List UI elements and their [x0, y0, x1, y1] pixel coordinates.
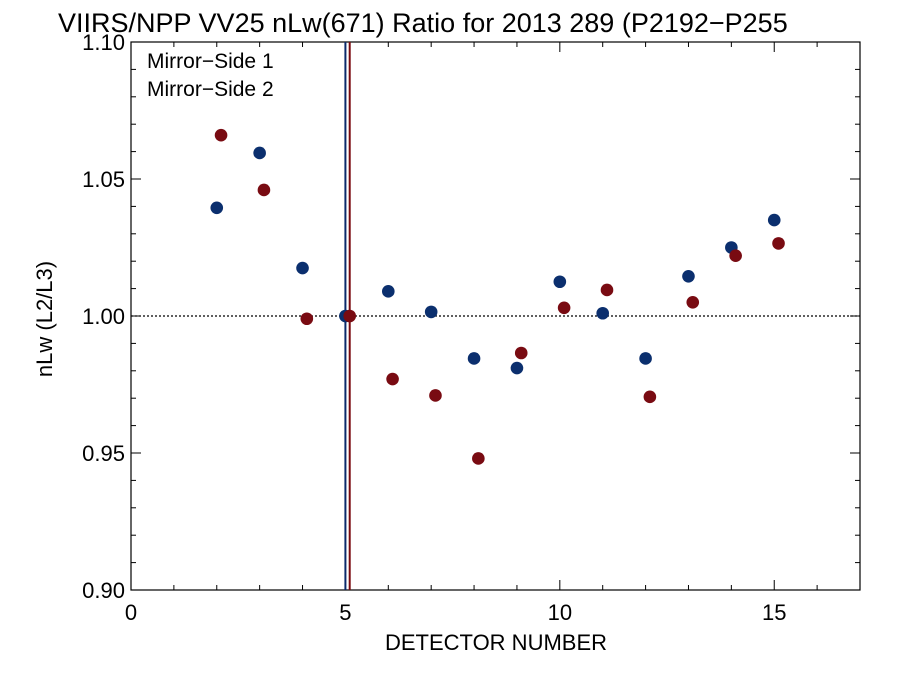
data-point-series-2 — [729, 249, 742, 263]
legend-label-mirror-side-2: Mirror−Side 2 — [147, 78, 274, 101]
x-tick-label: 0 — [125, 600, 137, 625]
data-point-series-2 — [600, 283, 614, 297]
data-point-series-1 — [510, 361, 524, 375]
y-tick-label: 1.10 — [82, 30, 125, 55]
x-tick-label: 5 — [339, 600, 351, 625]
x-axis-label: DETECTOR NUMBER — [385, 630, 607, 655]
data-point-series-1 — [253, 146, 266, 160]
data-points — [210, 128, 785, 465]
data-point-series-2 — [257, 183, 271, 197]
data-point-series-2 — [300, 312, 314, 326]
chart-title: VIIRS/NPP VV25 nLw(671) Ratio for 2013 2… — [58, 8, 788, 38]
data-point-series-1 — [296, 261, 309, 275]
x-tick-label: 10 — [548, 600, 572, 625]
y-tick-label: 1.00 — [82, 304, 125, 329]
data-point-series-2 — [386, 372, 399, 386]
data-point-series-2 — [214, 128, 228, 142]
data-point-series-1 — [553, 275, 567, 289]
data-point-series-2 — [472, 452, 485, 465]
data-point-series-2 — [514, 346, 528, 360]
data-point-series-1 — [596, 306, 610, 320]
data-point-series-2 — [772, 237, 785, 250]
y-tick-label: 1.05 — [82, 167, 125, 192]
data-point-series-1 — [682, 269, 695, 283]
data-point-series-2 — [643, 390, 657, 404]
legend-label-mirror-side-1: Mirror−Side 1 — [147, 50, 274, 73]
data-point-series-2 — [686, 296, 700, 309]
data-point-series-2 — [557, 301, 571, 315]
data-point-series-1 — [424, 305, 438, 319]
data-point-series-1 — [467, 352, 481, 365]
x-tick-label: 15 — [762, 600, 786, 625]
data-point-series-2 — [343, 309, 357, 323]
y-axis-label: nLw (L2/L3) — [32, 261, 57, 377]
data-point-series-1 — [767, 213, 781, 227]
y-tick-label: 0.95 — [82, 441, 125, 466]
y-tick-label: 0.90 — [82, 578, 125, 603]
data-point-series-2 — [429, 389, 442, 402]
data-point-series-1 — [381, 285, 395, 298]
data-point-series-1 — [210, 201, 224, 215]
y-axis-ticks: 0.90 0.95 1.00 1.05 1.10 — [82, 30, 860, 603]
data-point-series-1 — [639, 352, 652, 365]
